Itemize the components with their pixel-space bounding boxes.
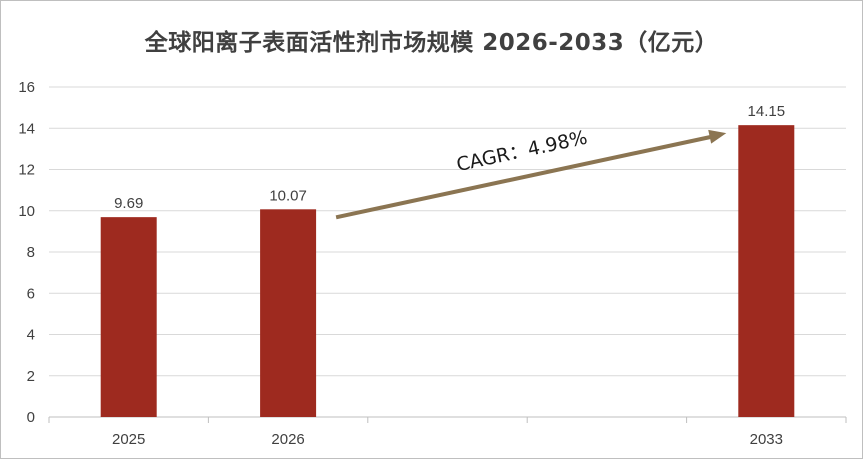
data-label: 14.15	[748, 103, 786, 120]
bar	[260, 209, 317, 417]
y-tick-label: 2	[27, 368, 35, 385]
y-tick-label: 14	[18, 120, 35, 137]
y-tick-label: 10	[18, 203, 35, 220]
y-tick-label: 12	[18, 162, 35, 179]
chart-title: 全球阳离子表面活性剂市场规模 2026-2033（亿元）	[144, 30, 719, 56]
bar	[100, 217, 157, 417]
data-label: 10.07	[269, 187, 307, 204]
y-tick-label: 0	[27, 409, 35, 426]
x-tick-label: 2033	[750, 431, 783, 448]
cagr-arrowhead	[708, 129, 727, 144]
bar	[738, 125, 795, 417]
data-label: 9.69	[114, 195, 143, 212]
y-tick-label: 8	[27, 244, 35, 261]
x-tick-label: 2025	[112, 431, 145, 448]
y-tick-label: 4	[27, 327, 35, 344]
y-tick-label: 6	[27, 285, 35, 302]
y-tick-label: 16	[18, 79, 35, 96]
x-tick-label: 2026	[271, 431, 304, 448]
cagr-arrow-line	[335, 133, 717, 220]
